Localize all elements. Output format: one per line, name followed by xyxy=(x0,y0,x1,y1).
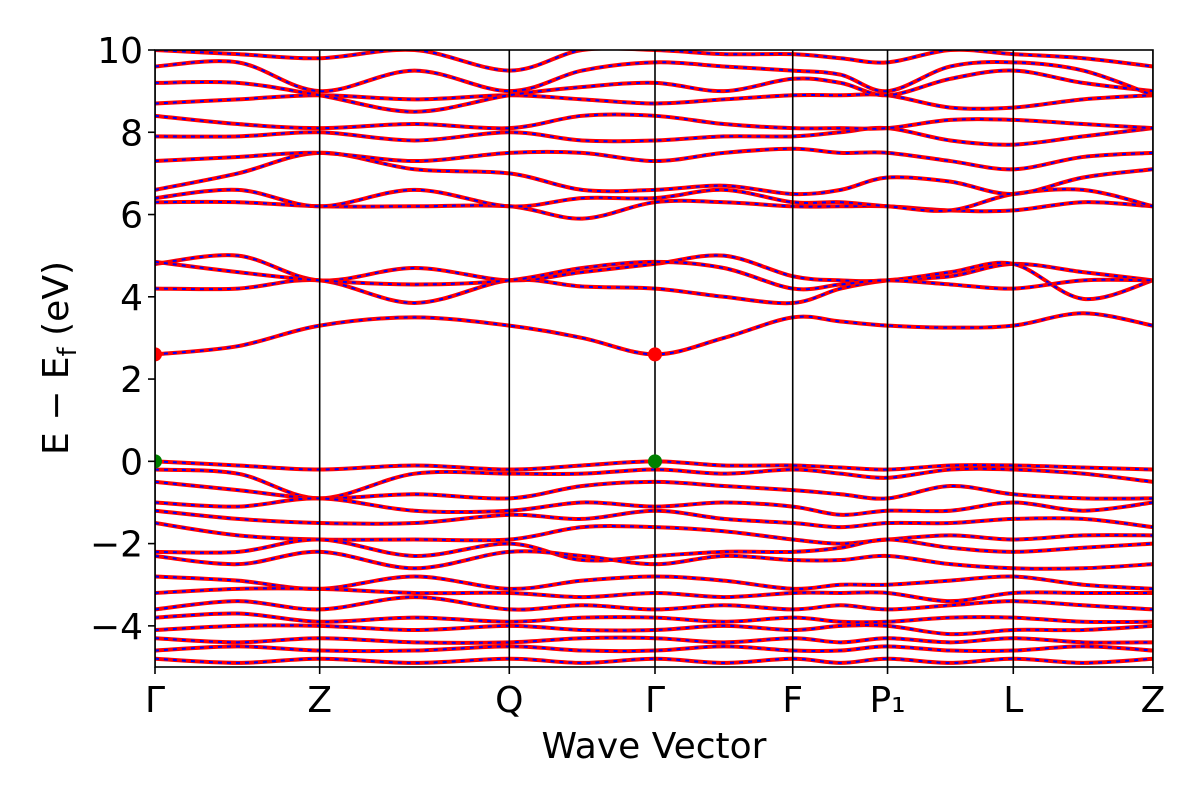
band-line-dashed xyxy=(155,312,1153,356)
x-tick-label: F xyxy=(782,680,803,721)
x-axis-label: Wave Vector xyxy=(542,726,767,767)
y-label-main: E − E xyxy=(36,356,77,455)
x-tick-label: Γ xyxy=(645,680,665,721)
band-line-dashed xyxy=(155,645,1153,653)
band-line xyxy=(155,125,1153,147)
band-line-dashed xyxy=(155,612,1153,624)
band-edge-marker xyxy=(155,347,162,362)
y-tick-label: −2 xyxy=(90,525,143,566)
band-line xyxy=(155,623,1153,637)
band-line xyxy=(155,59,1153,98)
band-line-dashed xyxy=(155,147,1153,171)
band-line-dashed xyxy=(155,636,1153,644)
band-edge-marker xyxy=(647,347,662,362)
band-line xyxy=(155,261,1153,306)
axes-frame xyxy=(154,49,1154,668)
band-edge-marker xyxy=(647,454,662,469)
band-line-dashed xyxy=(155,126,1153,146)
band-line xyxy=(155,50,1153,73)
band-line-dashed xyxy=(155,657,1153,664)
band-line xyxy=(155,508,1153,530)
band-line-dashed xyxy=(155,151,1153,196)
band-line-dashed xyxy=(155,199,1153,220)
band-line xyxy=(155,586,1153,604)
x-tick-label: P₁ xyxy=(869,680,905,721)
x-tick-label: Z xyxy=(1141,680,1166,721)
band-line-dashed xyxy=(155,587,1153,603)
band-edge-marker xyxy=(155,454,162,469)
band-line xyxy=(155,92,1153,111)
band-line-dashed xyxy=(155,467,1153,500)
band-line xyxy=(155,537,1153,563)
band-line xyxy=(155,611,1153,625)
band-line-dashed xyxy=(155,538,1153,562)
y-tick-label: 4 xyxy=(120,278,143,319)
y-tick-label: 8 xyxy=(120,113,143,154)
x-tick-label: Z xyxy=(307,680,332,721)
band-line-dashed xyxy=(155,260,1153,291)
plot-area xyxy=(155,50,1153,667)
band-line xyxy=(155,112,1153,131)
band-line xyxy=(155,549,1153,571)
band-line-dashed xyxy=(155,550,1153,570)
band-line-dashed xyxy=(155,509,1153,529)
band-line xyxy=(155,146,1153,172)
band-line-dashed xyxy=(155,497,1153,516)
band-line-dashed xyxy=(155,113,1153,130)
y-tick-label: 0 xyxy=(120,442,143,483)
x-tick-label: L xyxy=(1003,680,1023,721)
y-label-sub: f xyxy=(53,346,83,356)
y-tick-label: −4 xyxy=(90,607,143,648)
band-line xyxy=(155,479,1153,501)
band-line xyxy=(155,150,1153,197)
y-axis-label: E − Ef (eV) xyxy=(36,261,83,455)
x-tick-label: Q xyxy=(495,680,523,721)
y-tick-label: 2 xyxy=(120,360,143,401)
band-line-dashed xyxy=(155,69,1153,113)
band-line-dashed xyxy=(155,254,1153,301)
band-line-dashed xyxy=(155,60,1153,97)
y-tick-label: 10 xyxy=(97,31,143,72)
x-tick-label: Γ xyxy=(145,680,165,721)
band-line-dashed xyxy=(155,596,1153,611)
band-line-dashed xyxy=(155,624,1153,636)
band-line xyxy=(155,656,1153,665)
band-line xyxy=(155,68,1153,114)
band-line xyxy=(155,595,1153,612)
band-line-dashed xyxy=(155,460,1153,471)
band-line-dashed xyxy=(155,188,1153,212)
y-tick-label: 6 xyxy=(120,196,143,237)
band-line-dashed xyxy=(155,262,1153,305)
y-label-unit: (eV) xyxy=(36,261,77,347)
band-line-dashed xyxy=(155,50,1153,72)
